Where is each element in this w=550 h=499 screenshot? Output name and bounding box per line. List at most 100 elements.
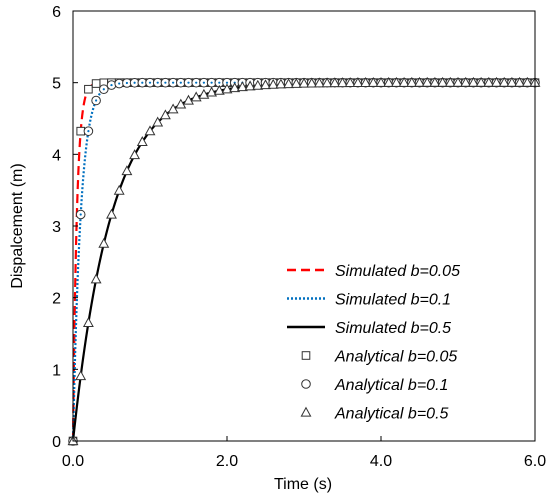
data-point: [82, 317, 94, 327]
marker-series-b0_5: [67, 76, 541, 446]
y-tick-label: 2: [52, 291, 61, 308]
curve-dot: [187, 81, 190, 84]
data-point: [437, 76, 449, 87]
data-point: [506, 76, 518, 87]
legend-label: Simulated b=0.5: [335, 320, 451, 337]
curve-dot: [195, 81, 198, 84]
data-point: [267, 78, 279, 89]
data-point: [183, 94, 194, 105]
data-point: [329, 77, 341, 88]
curve-dot: [179, 81, 182, 84]
data-point: [106, 208, 117, 219]
marker-series-b0_05: [68, 78, 540, 446]
legend-label: Analytical b=0.05: [334, 349, 457, 366]
y-axis-ticks: 0 1 2 3 4 5 6: [52, 4, 78, 451]
data-point: [75, 370, 87, 381]
y-tick-label: 4: [52, 147, 61, 164]
data-point: [313, 77, 325, 88]
curve-dot: [87, 130, 90, 133]
x-tick-label: 2.0: [216, 453, 238, 470]
legend: Simulated b=0.05 Simulated b=0.1 Simulated…: [287, 263, 460, 423]
data-point: [229, 82, 241, 93]
legend-item: Simulated b=0.05: [287, 263, 460, 280]
data-point: [306, 77, 318, 88]
legend-label: Analytical b=0.1: [334, 377, 448, 394]
curve-dot: [110, 83, 113, 87]
data-point: [236, 81, 248, 92]
data-point: [198, 88, 210, 99]
data-point: [414, 76, 425, 87]
data-point: [498, 76, 510, 87]
marker-series-b0_1: [68, 77, 540, 446]
data-point: [452, 76, 464, 87]
data-point: [136, 136, 148, 146]
data-point: [175, 98, 187, 109]
data-point: [475, 76, 487, 87]
y-tick-label: 5: [52, 76, 61, 93]
x-tick-label: 4.0: [370, 453, 392, 470]
legend-marker-swatch: [300, 406, 312, 417]
data-point: [444, 76, 456, 87]
curve-dot: [118, 82, 121, 85]
data-point: [429, 76, 441, 87]
x-axis-ticks: 0.0 2.0 4.0 6.0: [62, 436, 546, 470]
curve-dot: [164, 81, 167, 84]
data-point: [337, 77, 348, 88]
curve-dot: [95, 99, 98, 102]
data-point: [375, 76, 387, 87]
data-point: [283, 78, 295, 89]
data-point: [206, 86, 218, 97]
data-point: [275, 78, 287, 89]
legend-label: Analytical b=0.5: [334, 406, 449, 423]
curve-dot: [141, 81, 144, 84]
y-tick-label: 1: [52, 362, 61, 379]
data-point: [460, 76, 472, 87]
plot-frame: [72, 10, 536, 442]
data-point: [521, 76, 533, 87]
y-tick-label: 0: [52, 434, 61, 451]
data-point: [344, 77, 356, 88]
data-point: [352, 77, 364, 87]
curve-dot: [102, 88, 105, 91]
legend-label: Simulated b=0.05: [335, 263, 460, 280]
data-point: [167, 103, 179, 114]
data-point: [421, 76, 433, 87]
data-point: [159, 109, 171, 120]
curve-dot: [202, 81, 205, 84]
x-tick-label: 0.0: [62, 453, 84, 470]
data-point: [290, 77, 302, 88]
curve-dot: [148, 81, 152, 84]
data-point: [213, 84, 225, 95]
curve-dot: [218, 81, 221, 84]
data-point: [483, 76, 495, 87]
y-tick-label: 6: [52, 4, 61, 21]
curve-dot: [125, 81, 128, 85]
legend-item: Simulated b=0.5: [287, 320, 451, 337]
curve-dot: [172, 81, 175, 84]
plot-area: [67, 76, 541, 446]
data-point: [321, 77, 333, 88]
legend-item: Simulated b=0.1: [287, 292, 451, 309]
data-point: [144, 125, 156, 136]
data-point: [360, 77, 372, 87]
data-point: [84, 84, 93, 94]
axes: [72, 10, 536, 442]
curve-dot: [79, 213, 82, 216]
data-point: [406, 76, 418, 87]
x-tick-label: 6.0: [524, 453, 546, 470]
data-point: [98, 237, 110, 248]
data-point: [91, 79, 101, 88]
x-axis-title: Time (s): [274, 476, 332, 493]
data-point: [252, 79, 264, 90]
data-point: [244, 80, 256, 91]
data-point: [76, 126, 86, 136]
data-point: [90, 273, 102, 284]
curve-dot: [225, 81, 229, 84]
data-point: [367, 76, 379, 87]
y-tick-label: 3: [52, 219, 61, 236]
data-point: [113, 184, 125, 195]
legend-item: Analytical b=0.5: [300, 406, 449, 423]
data-point: [390, 76, 402, 87]
legend-item: Analytical b=0.1: [301, 377, 448, 394]
